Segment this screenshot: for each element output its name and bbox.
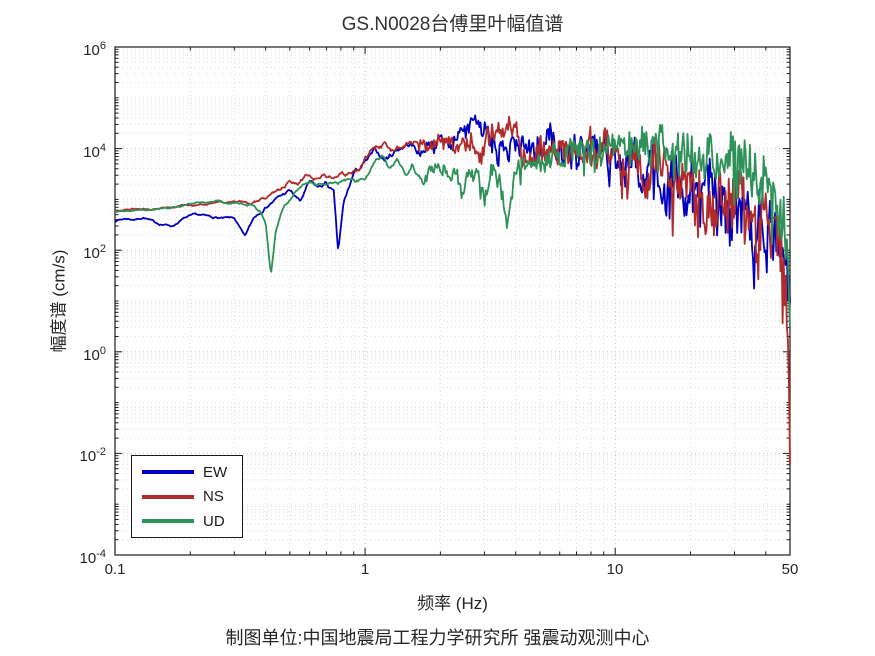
x-tick-label: 0.1 — [104, 561, 126, 578]
y-tick-label: 10-4 — [79, 548, 106, 567]
x-tick-label: 1 — [360, 561, 370, 578]
series-line-ud — [114, 123, 791, 328]
series-line-ns — [114, 115, 791, 465]
major-grid — [115, 47, 790, 555]
legend-entry-ns: NS — [132, 488, 242, 505]
chart-title: GS.N0028台傅里叶幅值谱 — [341, 14, 564, 35]
legend-line-sample-ud — [142, 519, 194, 523]
legend-label-ud: UD — [203, 512, 225, 530]
y-axis-label: 幅度谱 (cm/s) — [49, 249, 69, 353]
x-axis-label: 频率 (Hz) — [417, 594, 488, 613]
legend-line-sample-ew — [142, 470, 194, 474]
y-tick-label: 102 — [83, 243, 106, 262]
legend-label-ew: EW — [203, 463, 228, 481]
legend-entry-ew: EW — [132, 464, 242, 481]
legend-label-ns: NS — [203, 488, 224, 505]
y-tick-label: 10-2 — [79, 446, 106, 465]
y-tick-label: 104 — [83, 142, 106, 161]
legend-box: EW NS UD — [131, 455, 243, 538]
figure-caption: 制图单位:中国地震局工程力学研究所 强震动观测中心 — [225, 628, 650, 648]
x-tick-label: 10 — [606, 561, 624, 578]
y-tick-label: 100 — [83, 345, 106, 364]
legend-line-sample-ns — [142, 494, 194, 499]
x-tick-label: 50 — [781, 561, 799, 578]
y-tick-label: 106 — [83, 40, 106, 59]
legend-entry-ud: UD — [132, 513, 242, 530]
